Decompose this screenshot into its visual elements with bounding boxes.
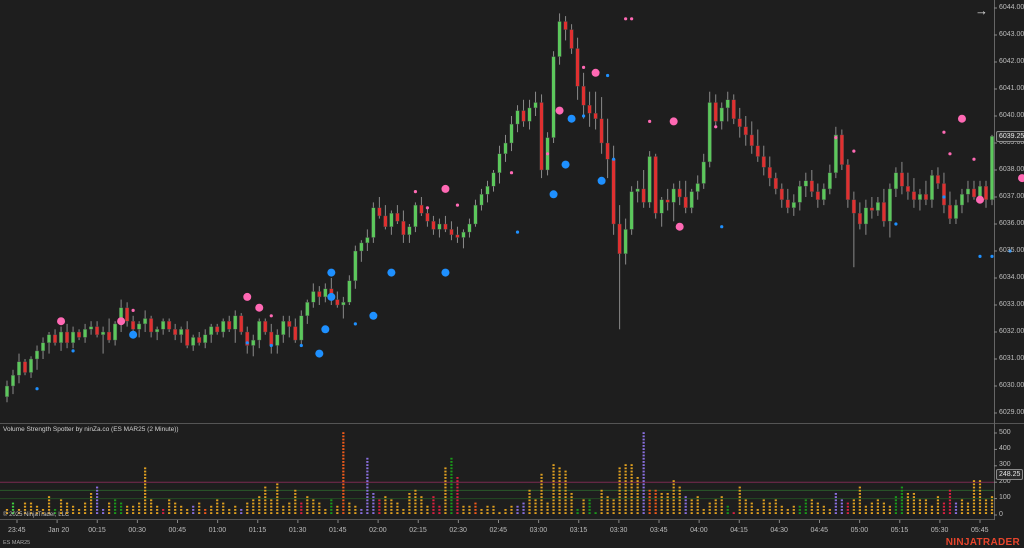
price-tick: 6035.00: [999, 246, 1024, 254]
strength-dots: [35, 17, 1024, 391]
price-tick: 6042.00: [999, 57, 1024, 65]
price-tick: 6040.00: [999, 111, 1024, 119]
indicator-title: Volume Strength Spotter by ninZa.co (ES …: [3, 426, 179, 433]
time-tick: 04:15: [730, 527, 748, 534]
time-tick: 05:30: [930, 527, 949, 534]
scroll-to-latest-arrow-icon[interactable]: →: [975, 3, 988, 18]
time-tick: 03:30: [609, 527, 628, 534]
price-tick: 6033.00: [999, 300, 1024, 308]
instrument-label: ES MAR25: [3, 540, 31, 546]
time-tick: 01:00: [208, 527, 227, 534]
time-tick: 04:30: [770, 527, 788, 534]
volume-tick: 400: [999, 444, 1011, 452]
volume-bars: [5, 432, 994, 514]
price-candles: [4, 13, 995, 403]
time-tick: 05:15: [890, 527, 909, 534]
time-tick: 01:45: [329, 527, 347, 534]
price-tick: 6043.00: [999, 30, 1024, 38]
time-tick: 03:45: [650, 527, 668, 534]
time-tick: 03:00: [529, 527, 548, 534]
ninjatrader-logo: NINJATRADER: [945, 537, 1020, 548]
time-tick: 05:45: [971, 527, 989, 534]
price-tick: 6037.00: [999, 192, 1024, 200]
price-tick: 6031.00: [999, 354, 1024, 362]
grid-layer: [0, 0, 1024, 520]
axes-layer: [16, 7, 997, 523]
time-tick: 05:00: [850, 527, 869, 534]
time-tick: Jan 20: [48, 527, 70, 534]
time-tick: 02:00: [369, 527, 387, 534]
volume-tick: 500: [999, 428, 1011, 436]
time-tick: 23:45: [8, 527, 26, 534]
price-tick: 6038.00: [999, 165, 1024, 173]
time-tick: 00:30: [128, 527, 146, 534]
price-tick: 6034.00: [999, 273, 1024, 281]
volume-tick: 200: [999, 477, 1011, 485]
volume-tick: 100: [999, 494, 1011, 502]
price-tick: 6041.00: [999, 84, 1024, 92]
time-tick: 02:30: [449, 527, 467, 534]
price-tick: 6036.00: [999, 219, 1024, 227]
time-tick: 03:15: [569, 527, 588, 534]
time-tick: 00:45: [168, 527, 187, 534]
time-tick: 01:30: [288, 527, 307, 534]
current-price-badge: 6039.25: [996, 131, 1024, 143]
volume-tick: 0: [999, 510, 1003, 518]
time-tick: 02:15: [409, 527, 427, 534]
price-tick: 6032.00: [999, 327, 1024, 335]
price-tick: 6044.00: [999, 3, 1024, 11]
current-volume-badge: 248.25: [996, 469, 1024, 481]
copyright-text: © 2025 NinjaTrader, LLC: [3, 512, 70, 518]
time-tick: 04:00: [690, 527, 708, 534]
time-tick: 01:15: [248, 527, 267, 534]
price-tick: 6030.00: [999, 381, 1024, 389]
time-tick: 04:45: [810, 527, 829, 534]
volume-tick: 300: [999, 461, 1011, 469]
price-tick: 6029.00: [999, 408, 1024, 416]
time-tick: 02:45: [489, 527, 508, 534]
time-tick: 00:15: [88, 527, 106, 534]
